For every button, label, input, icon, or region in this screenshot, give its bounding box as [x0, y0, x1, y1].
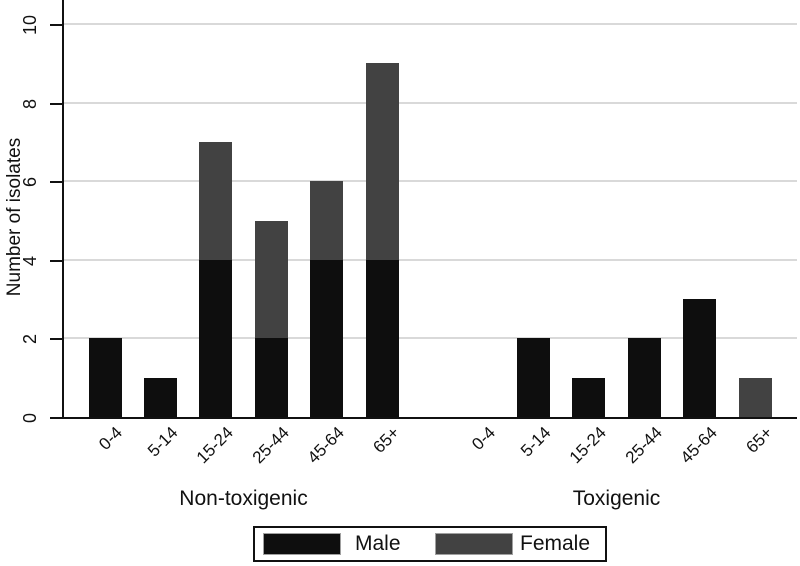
y-tick	[50, 181, 62, 184]
bar-segment-female	[254, 220, 288, 339]
x-tick-label-toxigenic-15-24: 15-24	[566, 423, 611, 468]
bar-toxigenic-45-64	[683, 299, 717, 417]
bar-segment-male	[254, 338, 288, 417]
bar-non-toxigenic-15-24	[199, 141, 233, 417]
legend-label-female: Female	[520, 532, 591, 555]
y-tick-label: 2	[20, 334, 40, 345]
x-tick-label-non-toxigenic-45-64: 45-64	[303, 423, 349, 468]
bar-segment-female	[199, 141, 233, 260]
x-tick-label-non-toxigenic-0-4: 0-4	[95, 423, 127, 454]
bar-toxigenic-65+	[738, 377, 772, 417]
gridline-y6	[64, 180, 797, 183]
y-tick-label: 10	[20, 14, 40, 36]
y-tick-label: 8	[20, 98, 40, 109]
x-tick-label-toxigenic-65+: 65+	[742, 423, 777, 457]
bar-segment-male	[683, 299, 717, 417]
y-tick-label: 0	[20, 413, 40, 424]
bar-segment-female	[365, 63, 399, 260]
x-tick-label-non-toxigenic-15-24: 15-24	[193, 423, 238, 468]
y-tick-label: 6	[20, 177, 40, 188]
bar-segment-male	[365, 259, 399, 417]
y-tick	[50, 102, 62, 105]
bar-segment-male	[516, 338, 550, 417]
y-tick	[50, 24, 62, 26]
gridline-y2	[64, 337, 797, 340]
bar-segment-male	[143, 377, 177, 417]
x-tick-label-non-toxigenic-5-14: 5-14	[144, 423, 182, 461]
bar-non-toxigenic-45-64	[310, 181, 344, 417]
y-tick	[50, 417, 62, 419]
plot-area	[62, 0, 797, 419]
bar-segment-female	[310, 181, 344, 260]
group-label-non-toxigenic: Non-toxigenic	[179, 487, 308, 510]
bar-non-toxigenic-25-44	[254, 220, 288, 418]
y-tick	[50, 338, 62, 341]
bar-non-toxigenic-5-14	[143, 377, 177, 417]
gridline-y4	[64, 258, 797, 261]
legend: Male Female	[253, 526, 607, 562]
y-tick	[50, 259, 62, 262]
bar-non-toxigenic-65+	[365, 63, 399, 417]
y-tick-label: 4	[20, 255, 40, 266]
bar-segment-male	[199, 259, 233, 417]
bar-toxigenic-15-24	[572, 377, 606, 417]
x-tick-label-toxigenic-5-14: 5-14	[517, 423, 555, 461]
x-tick-label-non-toxigenic-65+: 65+	[369, 423, 404, 457]
bar-toxigenic-25-44	[627, 338, 661, 417]
group-label-toxigenic: Toxigenic	[572, 487, 661, 510]
bar-segment-male	[627, 338, 661, 417]
legend-swatch-male	[263, 533, 341, 555]
x-tick-label-non-toxigenic-25-44: 25-44	[248, 423, 293, 468]
x-tick-label-toxigenic-25-44: 25-44	[621, 423, 666, 468]
bar-segment-male	[310, 259, 344, 417]
gridline-y8	[64, 101, 797, 104]
bar-toxigenic-5-14	[516, 338, 550, 417]
gridline-y10	[64, 23, 797, 25]
x-tick-label-toxigenic-0-4: 0-4	[468, 423, 500, 454]
x-tick-label-toxigenic-45-64: 45-64	[676, 423, 722, 468]
bar-segment-male	[572, 377, 606, 417]
bar-segment-female	[738, 377, 772, 417]
bar-segment-male	[88, 338, 122, 417]
legend-label-male: Male	[355, 532, 401, 555]
legend-swatch-female	[435, 533, 513, 555]
bar-non-toxigenic-0-4	[88, 338, 122, 417]
